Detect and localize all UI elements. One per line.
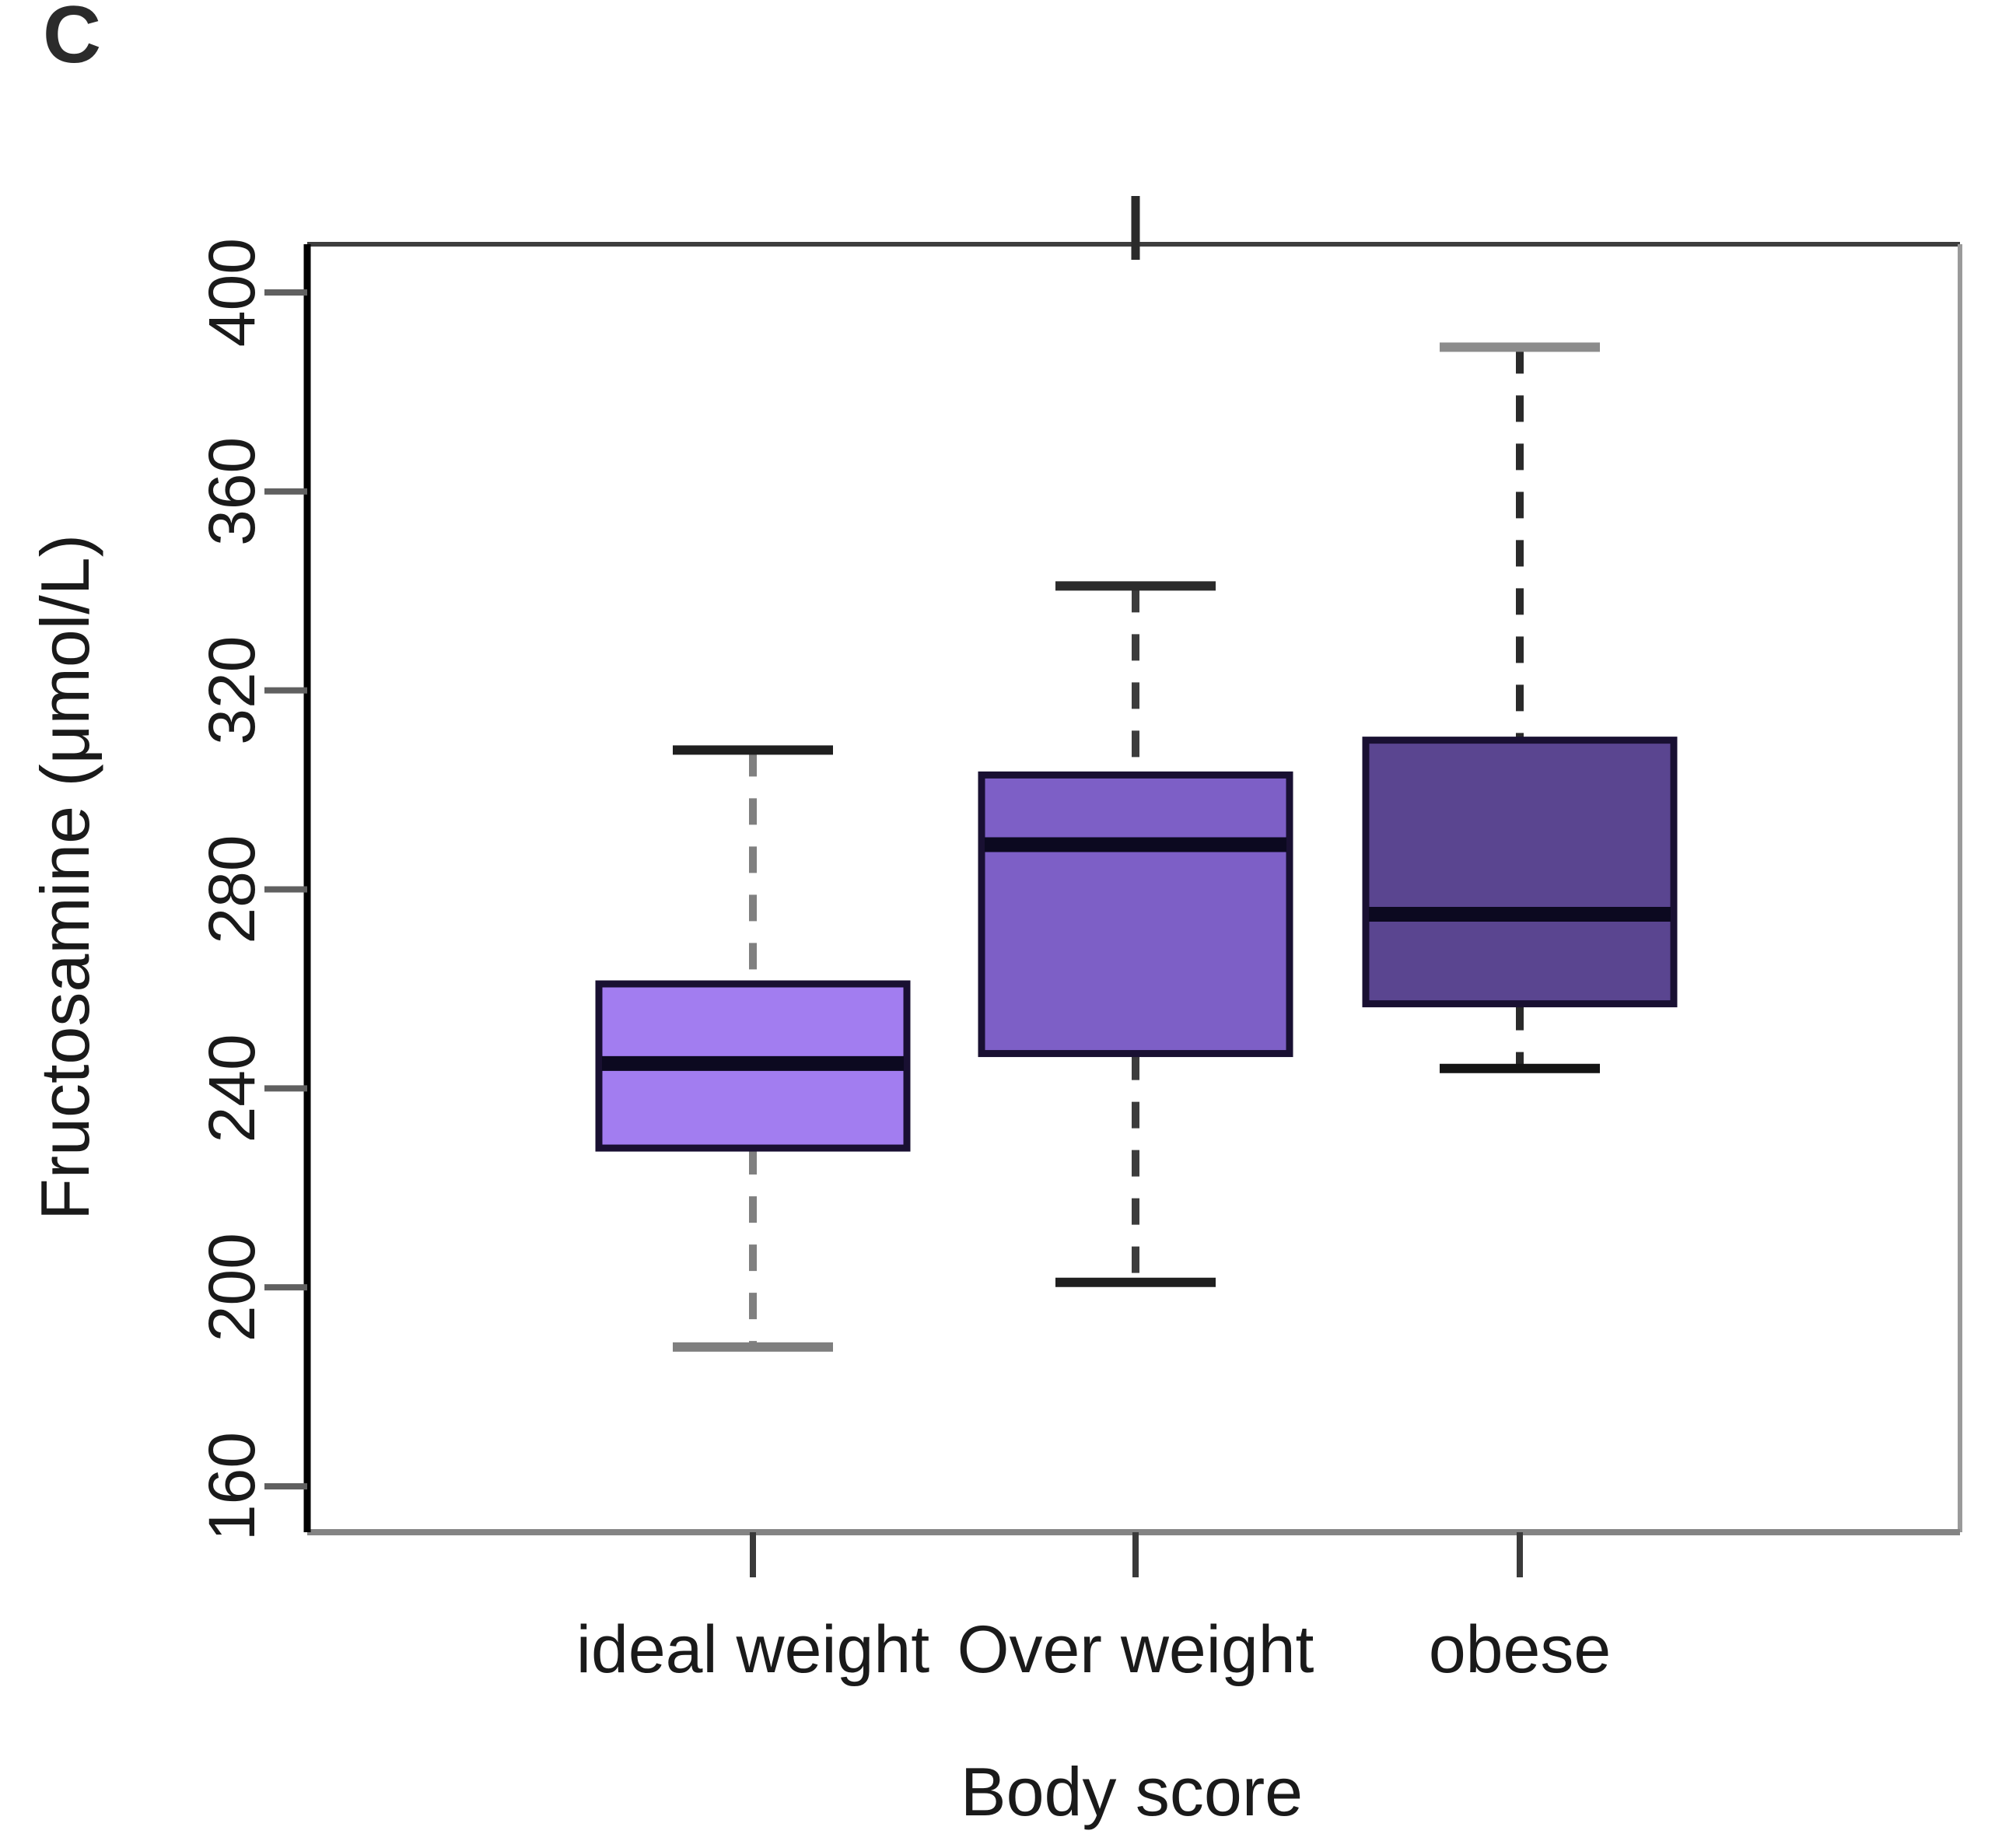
x-category-label: Over weight <box>957 1612 1314 1687</box>
x-axis-title: Body score <box>960 1753 1304 1830</box>
y-tick-label: 240 <box>195 1034 268 1143</box>
x-category-label: obese <box>1429 1612 1611 1687</box>
y-tick-label: 160 <box>195 1432 268 1541</box>
y-tick-label: 360 <box>195 437 268 546</box>
y-tick-label: 200 <box>195 1233 268 1342</box>
boxplot-box <box>1362 737 1678 1008</box>
boxplot-box <box>978 771 1293 1058</box>
x-category-label: ideal weight <box>576 1612 929 1687</box>
y-tick-label: 320 <box>195 636 268 745</box>
y-tick-label: 280 <box>195 835 268 943</box>
panel-label: C <box>43 0 103 80</box>
y-tick-label: 400 <box>195 238 268 347</box>
